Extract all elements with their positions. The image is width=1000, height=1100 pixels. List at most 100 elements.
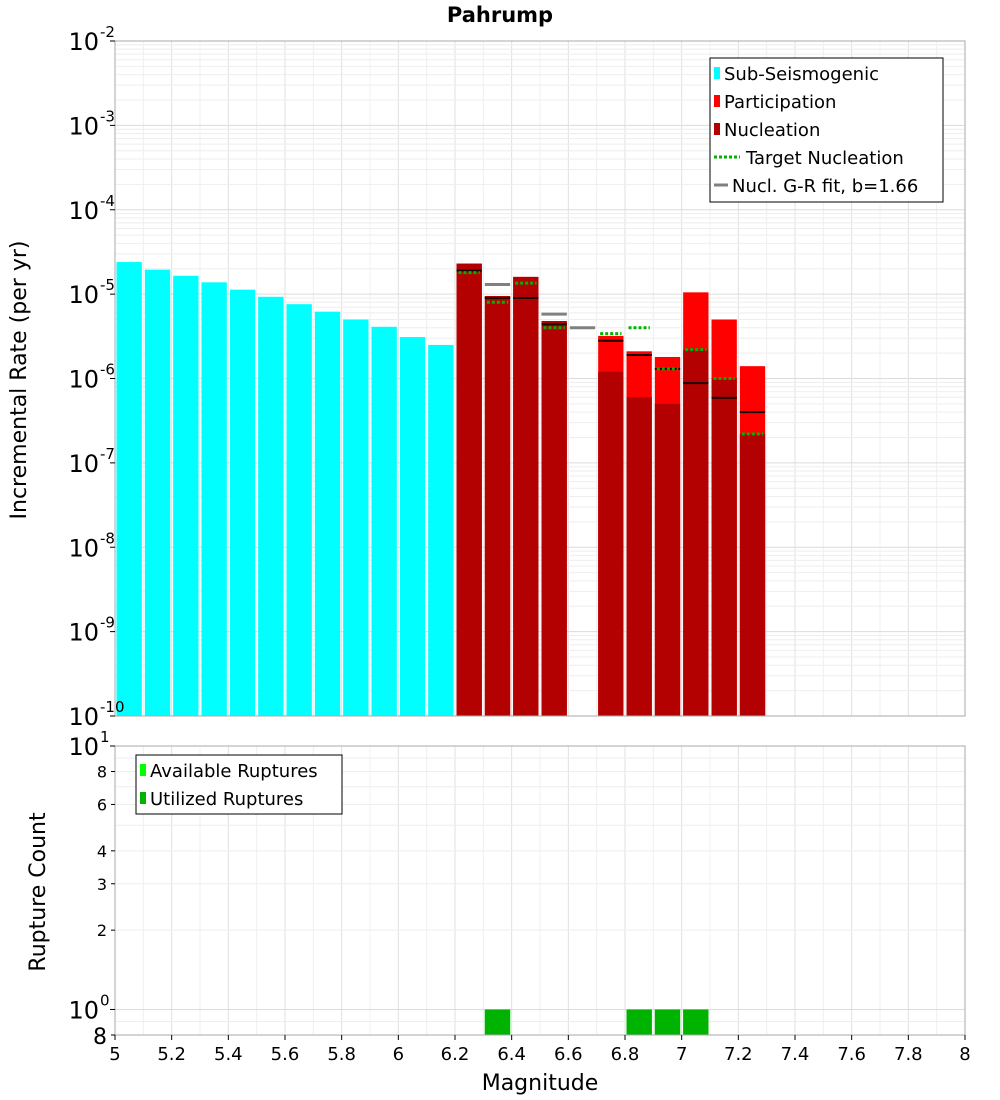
x-tick-label: 5.2 [157, 1044, 186, 1065]
top-y-tick: 10 -3 [68, 107, 115, 140]
bar-sub-seismogenic [399, 337, 426, 716]
bar-sub-seismogenic [371, 326, 397, 716]
bar-sub-seismogenic [173, 275, 199, 716]
legend-swatch-participation [714, 95, 720, 107]
x-tick: 6.8 [611, 1035, 640, 1065]
bottom-y-minor-tick: 2 [97, 921, 115, 940]
x-tick-label: 7.6 [837, 1044, 866, 1065]
bar-nucleation [513, 276, 539, 716]
bottom-y-tick-label: 8 [97, 763, 107, 782]
x-tick: 5 [109, 1035, 121, 1065]
top-y-tick: 10 -6 [68, 361, 115, 394]
legend-label-nucleation: Nucleation [724, 120, 820, 141]
bottom-y-minor-tick: 8 [93, 1025, 115, 1050]
top-y-tick-exponent: -4 [100, 192, 115, 210]
top-y-tick: 10 -7 [68, 445, 115, 478]
bottom-y-tick-base: 10 [68, 733, 99, 761]
bar-utilized-ruptures [484, 1009, 511, 1035]
x-tick: 5.6 [271, 1035, 299, 1065]
x-tick-label: 6.8 [611, 1044, 640, 1065]
bar-nucleation [626, 397, 652, 716]
top-y-tick-exponent: -2 [100, 23, 115, 41]
legend-swatch-utilized [140, 792, 146, 804]
legend-label-target-nucleation: Target Nucleation [745, 148, 904, 169]
top-y-tick-base: 10 [68, 450, 99, 478]
top-y-tick-exponent: -6 [100, 361, 115, 379]
x-tick: 8 [959, 1035, 971, 1065]
bottom-legend-box [135, 754, 343, 815]
bottom-y-major-tick: 10 0 [68, 991, 115, 1024]
bottom-legend: Available Ruptures Utilized Ruptures [135, 754, 343, 815]
bar-utilized-ruptures [654, 1009, 681, 1035]
x-tick: 6 [393, 1035, 404, 1065]
x-tick: 6.6 [554, 1035, 583, 1065]
x-tick: 7.8 [894, 1035, 923, 1065]
x-tick: 6.4 [497, 1035, 526, 1065]
bar-sub-seismogenic [286, 304, 312, 716]
bar-nucleation [598, 371, 624, 716]
legend-label-gr-fit: Nucl. G-R fit, b=1.66 [732, 176, 918, 197]
bottom-y-tick-base: 10 [68, 996, 99, 1024]
top-y-tick-exponent: -5 [100, 276, 115, 294]
bar-sub-seismogenic [258, 296, 284, 716]
bottom-y-axis-label: Rupture Count [26, 812, 51, 972]
bottom-x-ticks: 5 5.2 5.4 5.6 5.8 6 6.2 6.4 6.6 6.8 7 7.2 7.4 7.6 7.8 8 [109, 1035, 971, 1065]
x-tick-label: 5 [109, 1044, 120, 1065]
legend-swatch-nucleation [714, 123, 720, 135]
bar-nucleation [683, 349, 709, 716]
bar-nucleation [711, 378, 737, 716]
top-y-tick-exponent: -10 [100, 698, 125, 716]
top-legend-box [709, 57, 944, 203]
bar-nucleation [739, 433, 766, 716]
bottom-y-tick-label: 4 [97, 842, 107, 861]
top-y-tick-base: 10 [68, 534, 99, 562]
top-y-tick-exponent: -8 [100, 529, 115, 547]
bottom-y-tick-label: 2 [97, 921, 107, 940]
top-y-tick: 10 -8 [68, 529, 115, 562]
bottom-y-tick-exponent: 1 [100, 728, 110, 746]
top-y-tick-base: 10 [68, 619, 99, 647]
top-y-axis-label: Incremental Rate (per yr) [7, 241, 32, 520]
x-tick: 7.4 [781, 1035, 810, 1065]
x-tick-label: 5.8 [327, 1044, 356, 1065]
top-y-tick: 10 -4 [68, 192, 115, 225]
bar-sub-seismogenic [314, 311, 341, 716]
top-y-tick-base: 10 [68, 281, 99, 309]
x-tick: 6.2 [441, 1035, 469, 1065]
bar-sub-seismogenic [144, 269, 171, 716]
bottom-y-minor-tick: 3 [97, 875, 115, 894]
bar-utilized-ruptures [626, 1009, 652, 1035]
x-tick: 7 [676, 1035, 687, 1065]
bottom-y-major-tick: 10 1 [68, 728, 115, 761]
top-y-tick-base: 10 [68, 112, 99, 140]
bar-nucleation [654, 403, 681, 716]
top-legend: Sub-Seismogenic Participation Nucleation… [709, 57, 944, 203]
bottom-y-minor-tick: 4 [97, 842, 115, 861]
top-bars [116, 262, 766, 716]
x-tick: 5.4 [214, 1035, 243, 1065]
x-tick-label: 7.8 [894, 1044, 923, 1065]
top-y-tick: 10 -10 [68, 698, 124, 731]
bar-nucleation [484, 296, 511, 716]
bottom-y-tick-label: 8 [93, 1025, 107, 1050]
top-y-tick-base: 10 [68, 703, 99, 731]
bar-nucleation [456, 263, 482, 716]
top-y-tick: 10 -2 [68, 23, 115, 56]
bar-sub-seismogenic [343, 319, 369, 716]
bottom-y-minor-tick: 6 [97, 795, 115, 814]
x-tick-label: 6.4 [497, 1044, 526, 1065]
x-tick-label: 5.4 [214, 1044, 243, 1065]
bar-sub-seismogenic [116, 262, 142, 716]
top-y-tick-exponent: -7 [100, 445, 115, 463]
x-tick: 7.2 [724, 1035, 753, 1065]
legend-label-sub-seismogenic: Sub-Seismogenic [724, 64, 879, 85]
x-tick-label: 7 [676, 1044, 687, 1065]
bar-sub-seismogenic [428, 344, 454, 716]
x-tick-label: 7.4 [781, 1044, 810, 1065]
top-y-tick: 10 -9 [68, 614, 115, 647]
chart-title: Pahrump [447, 3, 553, 27]
x-tick-label: 6.6 [554, 1044, 583, 1065]
